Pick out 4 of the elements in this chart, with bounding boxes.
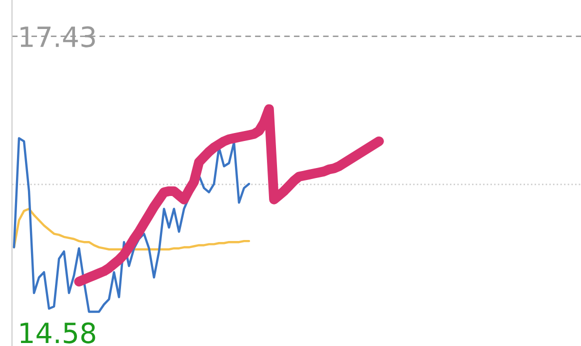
y-tick-label: 14.58 [20, 322, 96, 344]
y-tick-label: 17.43 [20, 26, 95, 48]
line-series [12, 137, 250, 313]
line-series [12, 208, 250, 250]
